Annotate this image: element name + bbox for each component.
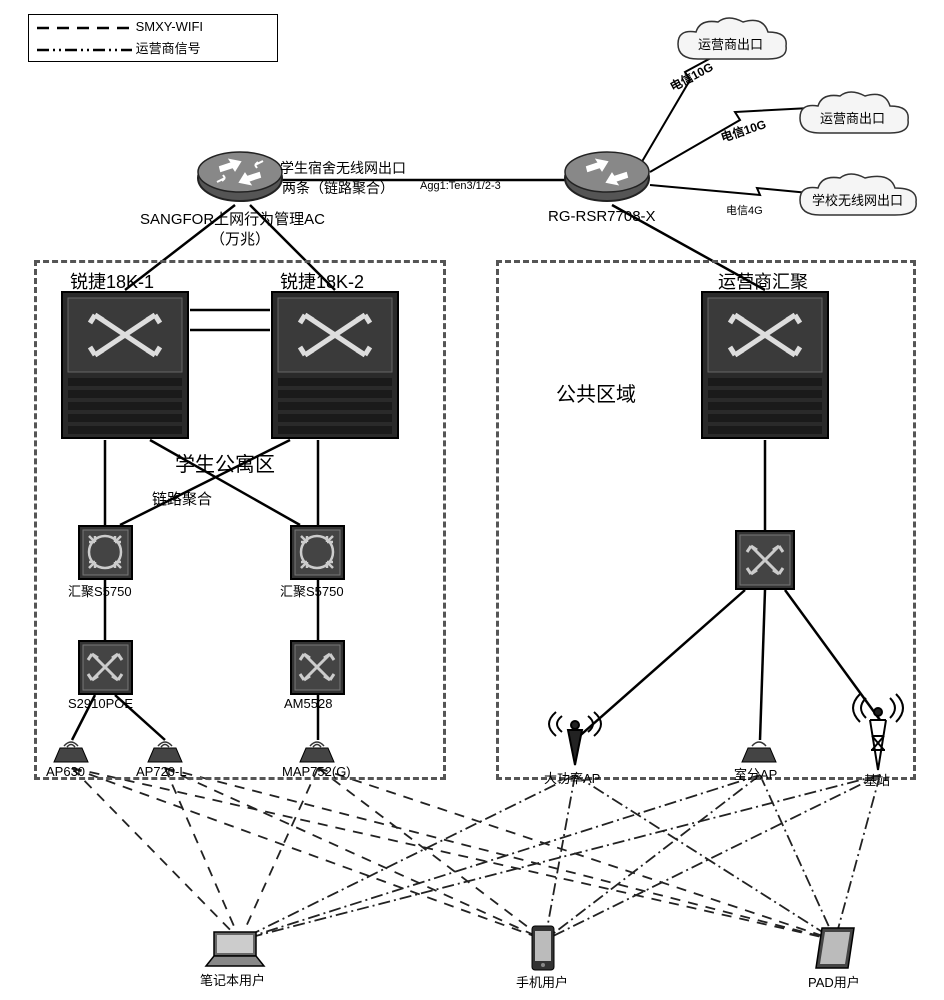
cloud-op-exit-2: 运营商出口 bbox=[790, 88, 920, 153]
access-switch-1-label: S2910POE bbox=[68, 696, 133, 711]
agg-switch-2-label: 汇聚S5750 bbox=[280, 581, 344, 600]
access-switch-1: S2910POE bbox=[78, 640, 133, 700]
small-switch-icon bbox=[78, 525, 133, 580]
link-text-3: 电信4G bbox=[726, 202, 763, 218]
ap-icon bbox=[738, 736, 780, 766]
high-power-ap-label: 大功率AP bbox=[544, 768, 600, 787]
client-pad-label: PAD用户 bbox=[808, 972, 860, 991]
core-switch-1-label: 锐捷18K-1 bbox=[70, 268, 154, 294]
base-station-label: 基站 bbox=[864, 770, 890, 789]
ap-2: AP720-L bbox=[144, 736, 186, 771]
small-switch-icon bbox=[290, 525, 345, 580]
router-link-desc: 两条（链路聚合） bbox=[282, 178, 394, 198]
antenna-icon bbox=[540, 710, 610, 770]
router-right bbox=[562, 150, 652, 210]
small-switch-icon bbox=[735, 530, 795, 590]
client-laptop-label: 笔记本用户 bbox=[200, 970, 265, 989]
laptop-icon bbox=[200, 928, 270, 970]
tall-switch-icon bbox=[60, 290, 190, 440]
link-text-2: 电信10G bbox=[719, 115, 769, 146]
router-link-agg: Agg1:Ten3/1/2-3 bbox=[420, 180, 501, 192]
high-power-ap: 大功率AP bbox=[540, 710, 610, 775]
router-left-sub: （万兆） bbox=[210, 228, 270, 249]
router-left-name: SANGFOR上网行为管理AC bbox=[140, 208, 325, 229]
cloud-school-exit: 学校无线网出口 bbox=[790, 170, 930, 235]
core-switch-2-label: 锐捷18K-2 bbox=[280, 268, 364, 294]
tall-switch-icon bbox=[270, 290, 400, 440]
access-switch-2: AM5528 bbox=[290, 640, 345, 700]
diagram-canvas: SMXY-WIFI 运营商信号 运营商出口 运营商出口 学校无线网出口 电信10… bbox=[0, 0, 944, 1000]
small-switch-icon bbox=[290, 640, 345, 695]
ap-icon bbox=[296, 736, 338, 766]
operator-mid-switch bbox=[735, 530, 795, 595]
client-phone-label: 手机用户 bbox=[516, 972, 568, 991]
tall-switch-icon bbox=[700, 290, 830, 440]
ap-2-label: AP720-L bbox=[136, 764, 187, 779]
dash-line-icon bbox=[37, 22, 132, 34]
region-left-title: 学生公寓区 bbox=[175, 448, 275, 477]
router-left bbox=[195, 150, 285, 210]
ap-3: MAP752(G) bbox=[296, 736, 338, 771]
router-icon bbox=[195, 150, 285, 205]
core-switch-2: 锐捷18K-2 bbox=[270, 290, 400, 445]
ap-1: AP630 bbox=[50, 736, 92, 771]
ap-icon bbox=[144, 736, 186, 766]
region-right-title: 公共区域 bbox=[556, 378, 636, 407]
core-switch-1: 锐捷18K-1 bbox=[60, 290, 190, 445]
legend-wifi-label: SMXY-WIFI bbox=[136, 19, 203, 34]
small-switch-icon bbox=[78, 640, 133, 695]
legend: SMXY-WIFI 运营商信号 bbox=[28, 14, 278, 62]
client-laptop: 笔记本用户 bbox=[200, 928, 270, 975]
access-switch-2-label: AM5528 bbox=[284, 696, 332, 711]
base-station: 基站 bbox=[848, 692, 908, 779]
pad-icon bbox=[812, 924, 858, 972]
ap-3-label: MAP752(G) bbox=[282, 764, 351, 779]
phone-icon bbox=[528, 924, 558, 972]
dashdot-line-icon bbox=[37, 44, 132, 56]
agg-switch-1-label: 汇聚S5750 bbox=[68, 581, 132, 600]
indoor-ap: 室分AP bbox=[738, 736, 780, 771]
router-right-name: RG-RSR7708-X bbox=[548, 208, 656, 225]
agg-switch-1: 汇聚S5750 bbox=[78, 525, 133, 585]
legend-operator-row: 运营商信号 bbox=[37, 38, 269, 57]
router-left-toptext: 学生宿舍无线网出口 bbox=[280, 158, 406, 178]
legend-wifi-row: SMXY-WIFI bbox=[37, 19, 269, 34]
cloud-label: 运营商出口 bbox=[698, 34, 763, 53]
legend-operator-label: 运营商信号 bbox=[136, 41, 201, 56]
router-icon bbox=[562, 150, 652, 205]
operator-agg-switch: 运营商汇聚 bbox=[700, 290, 830, 445]
cloud-label: 运营商出口 bbox=[820, 108, 885, 127]
ap-1-label: AP630 bbox=[46, 764, 85, 779]
link-aggregation-label: 链路聚合 bbox=[152, 488, 212, 509]
client-pad: PAD用户 bbox=[812, 924, 858, 977]
indoor-ap-label: 室分AP bbox=[734, 764, 777, 783]
tower-icon bbox=[848, 692, 908, 774]
cloud-label: 学校无线网出口 bbox=[812, 190, 903, 209]
ap-icon bbox=[50, 736, 92, 766]
client-phone: 手机用户 bbox=[528, 924, 558, 977]
operator-agg-label: 运营商汇聚 bbox=[718, 268, 808, 294]
agg-switch-2: 汇聚S5750 bbox=[290, 525, 345, 585]
